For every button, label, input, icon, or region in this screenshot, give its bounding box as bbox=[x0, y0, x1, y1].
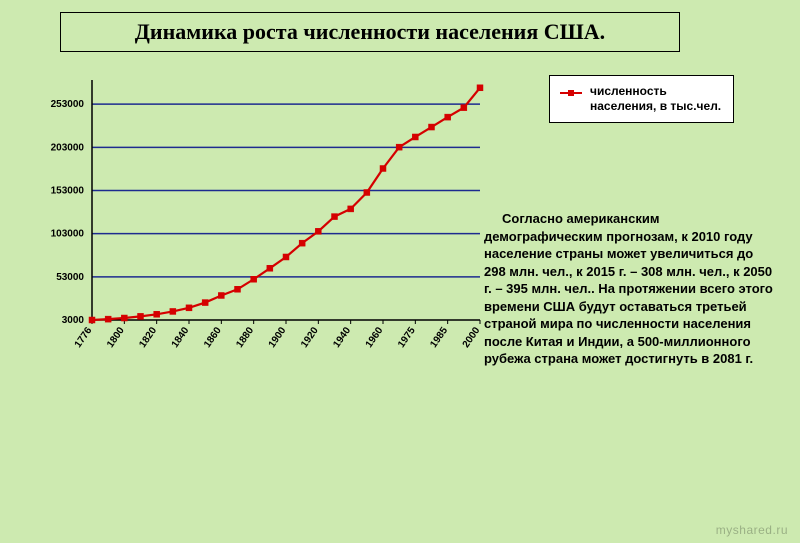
svg-text:153000: 153000 bbox=[51, 186, 85, 197]
svg-text:3000: 3000 bbox=[62, 315, 85, 326]
population-chart: 3000 53000 103000 153000 203000 253000 1776 180… bbox=[30, 70, 490, 370]
svg-text:203000: 203000 bbox=[51, 142, 85, 153]
svg-text:2000: 2000 bbox=[461, 325, 483, 350]
svg-text:1920: 1920 bbox=[299, 325, 321, 350]
svg-text:1960: 1960 bbox=[364, 325, 386, 350]
svg-text:1940: 1940 bbox=[331, 325, 353, 350]
svg-text:1776: 1776 bbox=[73, 325, 95, 350]
svg-text:253000: 253000 bbox=[51, 99, 85, 110]
svg-text:1840: 1840 bbox=[170, 325, 192, 350]
legend-box: численность населения, в тыс.чел. bbox=[549, 75, 734, 123]
svg-text:1880: 1880 bbox=[234, 325, 256, 350]
title-box: Динамика роста численности населения США… bbox=[60, 12, 680, 52]
body-copy: Согласно американским демографическим пр… bbox=[484, 210, 774, 368]
svg-text:1975: 1975 bbox=[396, 325, 418, 350]
legend-label: численность населения, в тыс.чел. bbox=[590, 84, 725, 114]
watermark: myshared.ru bbox=[716, 523, 788, 537]
chart-svg: 3000 53000 103000 153000 203000 253000 1776 180… bbox=[30, 70, 490, 370]
legend-swatch bbox=[560, 87, 582, 99]
svg-text:1860: 1860 bbox=[202, 325, 224, 350]
svg-text:1800: 1800 bbox=[105, 325, 127, 350]
svg-text:53000: 53000 bbox=[56, 272, 84, 283]
svg-text:1985: 1985 bbox=[428, 325, 450, 350]
svg-text:1900: 1900 bbox=[267, 325, 289, 350]
page-title: Динамика роста численности населения США… bbox=[135, 19, 605, 44]
legend-row: численность населения, в тыс.чел. bbox=[560, 84, 725, 114]
svg-text:1820: 1820 bbox=[137, 325, 159, 350]
svg-text:103000: 103000 bbox=[51, 229, 85, 240]
